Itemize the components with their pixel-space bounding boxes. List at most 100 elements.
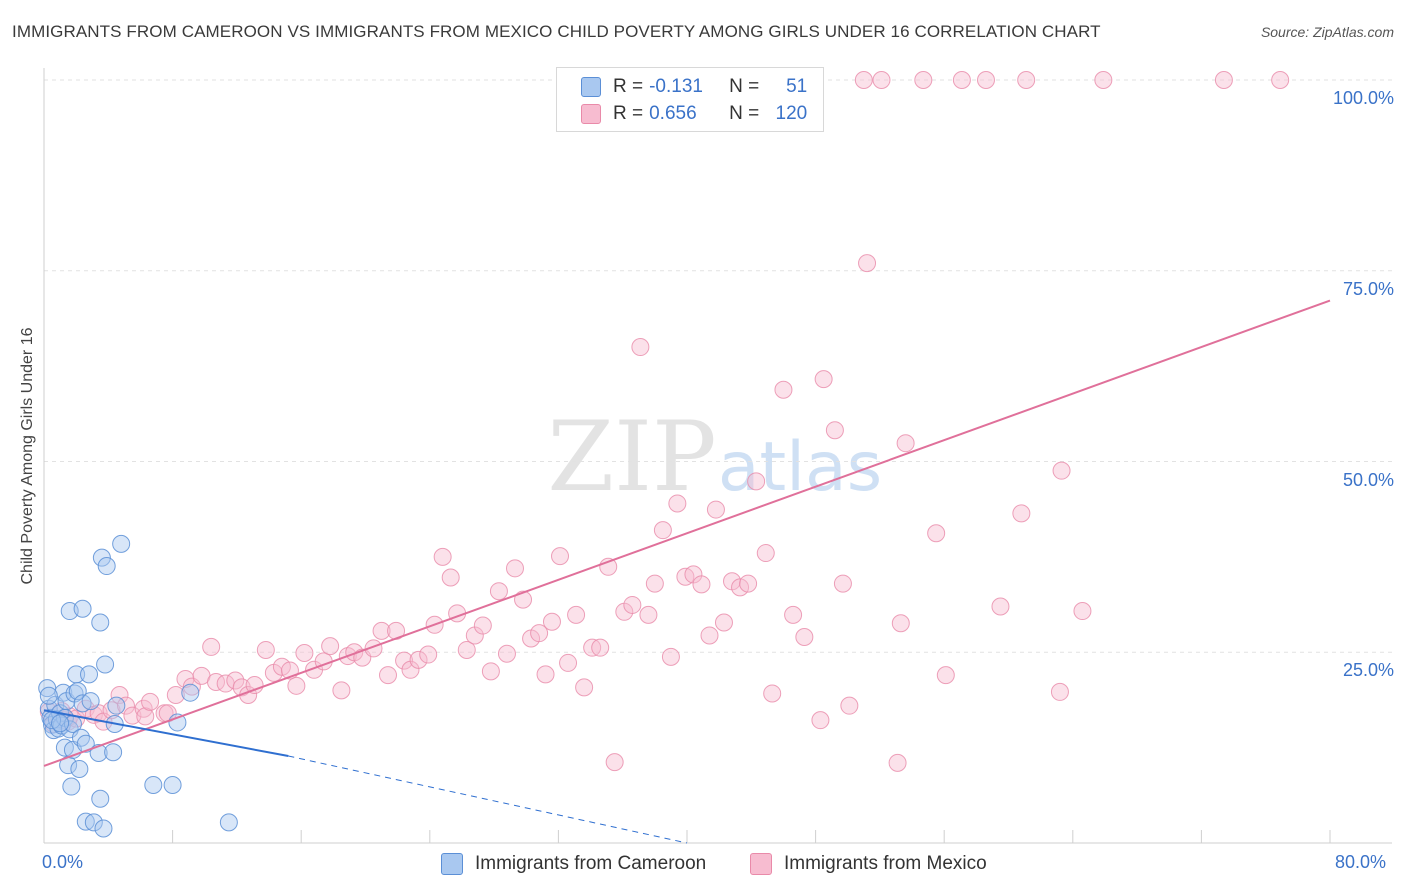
mexico-point (441, 568, 460, 587)
mexico-point (287, 676, 306, 695)
mexico-point (840, 696, 859, 715)
legend-row-cameroon: R = -0.131 N = 51 (581, 74, 807, 100)
mexico-n-value: 120 (775, 103, 808, 124)
mexico-point (1050, 682, 1069, 701)
mexico-point (1214, 71, 1233, 89)
mexico-point (888, 753, 907, 772)
y-tick-label: 100.0% (1332, 88, 1394, 108)
mexico-point (551, 547, 570, 566)
mexico-point (668, 494, 687, 513)
mexico-points (39, 71, 1290, 772)
cameroon-point (104, 743, 123, 762)
cameroon-point (163, 776, 182, 795)
mexico-point (567, 605, 586, 624)
mexico-point (457, 640, 476, 659)
mexico-r-value: 0.656 (649, 103, 697, 124)
mexico-point (321, 637, 340, 656)
y-tick-label: 50.0% (1342, 469, 1394, 490)
x-tick-max: 80.0% (1335, 852, 1387, 872)
mexico-point (536, 665, 555, 684)
mexico-point (756, 544, 775, 563)
gridlines (44, 79, 1392, 653)
r-label: R = (613, 76, 644, 97)
mexico-point (872, 71, 891, 89)
mexico-point (379, 666, 398, 685)
mexico-point (245, 676, 264, 695)
n-label: N = (729, 76, 760, 97)
mexico-point (858, 254, 877, 273)
cameroon-r-value: -0.131 (649, 76, 703, 97)
mexico-point (1094, 71, 1113, 89)
mexico-point (891, 614, 910, 633)
cameroon-point (92, 548, 111, 567)
mexico-point (497, 644, 516, 663)
y-axis-label: Child Poverty Among Girls Under 16 (19, 327, 36, 585)
mexico-point (202, 637, 221, 656)
mexico-point (631, 338, 650, 357)
mexico-point (623, 595, 642, 614)
cameroon-point (71, 728, 90, 747)
mexico-point (419, 645, 438, 664)
mexico-point (991, 597, 1010, 616)
cameroon-point (81, 692, 100, 711)
cameroon-points (38, 534, 238, 838)
cameroon-point (107, 696, 126, 715)
mexico-point (825, 421, 844, 440)
mexico-point (116, 696, 135, 715)
mexico-point (739, 574, 758, 593)
mexico-point (332, 681, 351, 700)
mexico-point (1052, 461, 1071, 480)
mexico-legend-label: Immigrants from Mexico (784, 853, 987, 874)
cameroon-swatch (581, 77, 601, 97)
mexico-point (706, 500, 725, 519)
chart-title: IMMIGRANTS FROM CAMEROON VS IMMIGRANTS F… (12, 22, 1101, 41)
mexico-point (763, 684, 782, 703)
mexico-point (295, 644, 314, 663)
watermark-zip: ZIP (547, 401, 716, 513)
n-label: N = (729, 103, 760, 124)
mexico-point (976, 71, 995, 89)
mexico-point (530, 624, 549, 643)
mexico-point (936, 666, 955, 685)
mexico-point (409, 650, 428, 669)
mexico-point (661, 647, 680, 666)
cameroon-point (51, 714, 70, 733)
mexico-legend-swatch (750, 853, 772, 875)
mexico-swatch (581, 104, 601, 124)
mexico-point (123, 706, 142, 725)
cameroon-point (91, 789, 110, 808)
mexico-trend-line (43, 299, 1331, 767)
mexico-point (1073, 602, 1092, 621)
cameroon-trend-extension (288, 755, 688, 844)
mexico-point (952, 71, 971, 89)
cameroon-point (96, 655, 115, 674)
mexico-point (1271, 71, 1290, 89)
mexico-point (575, 678, 594, 697)
mexico-point (559, 653, 578, 672)
mexico-point (1012, 504, 1031, 523)
mexico-point (395, 651, 414, 670)
cameroon-point (181, 683, 200, 702)
y-tick-label: 25.0% (1342, 660, 1394, 681)
mexico-point (714, 613, 733, 632)
x-tick-min: 0.0% (42, 852, 84, 872)
cameroon-point (73, 599, 92, 618)
mexico-point (256, 640, 275, 659)
mexico-point (927, 524, 946, 543)
mexico-point (505, 559, 524, 578)
cameroon-point (112, 534, 131, 553)
mexico-point (914, 71, 933, 89)
mexico-point (166, 685, 185, 704)
cameroon-point (70, 759, 89, 778)
cameroon-point (94, 819, 113, 838)
mexico-point (481, 662, 500, 681)
cameroon-point (76, 734, 95, 753)
mexico-point (795, 627, 814, 646)
mexico-point (1017, 71, 1036, 89)
y-tick-label: 75.0% (1342, 278, 1394, 299)
bottom-legend-mexico: Immigrants from Mexico (750, 852, 987, 876)
mexico-point (747, 472, 766, 491)
mexico-point (207, 673, 226, 692)
watermark: ZIP atlas (547, 401, 882, 513)
